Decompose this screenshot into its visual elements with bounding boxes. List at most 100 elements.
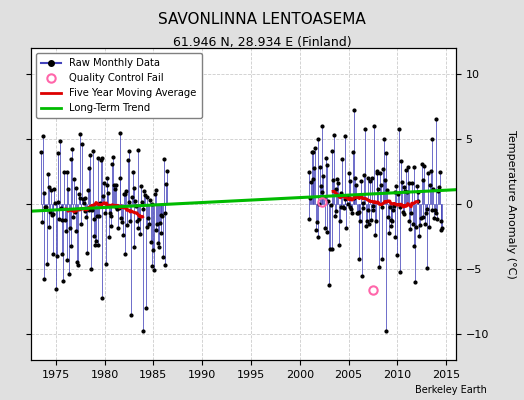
- Point: [381, 150, 390, 156]
- Point: [85, 165, 94, 171]
- Point: [431, 116, 440, 122]
- Point: [355, 256, 364, 262]
- Point: [324, 198, 332, 204]
- Point: [79, 196, 87, 202]
- Point: [130, 244, 138, 250]
- Point: [364, 175, 373, 182]
- Point: [306, 194, 314, 201]
- Text: 61.946 N, 28.934 E (Finland): 61.946 N, 28.934 E (Finland): [173, 36, 351, 49]
- Point: [429, 186, 438, 192]
- Point: [143, 224, 151, 230]
- Point: [389, 206, 397, 213]
- Point: [137, 199, 146, 206]
- Point: [342, 225, 351, 231]
- Point: [109, 154, 117, 160]
- Point: [89, 216, 97, 222]
- Text: Berkeley Earth: Berkeley Earth: [416, 385, 487, 395]
- Point: [82, 214, 90, 220]
- Point: [96, 200, 104, 206]
- Point: [147, 263, 156, 269]
- Point: [106, 223, 115, 229]
- Point: [97, 154, 106, 161]
- Point: [308, 149, 316, 156]
- Point: [52, 285, 60, 292]
- Point: [38, 218, 46, 225]
- Point: [409, 164, 418, 170]
- Point: [354, 209, 363, 215]
- Point: [400, 184, 409, 190]
- Point: [396, 204, 405, 210]
- Point: [134, 147, 143, 153]
- Point: [39, 190, 48, 196]
- Point: [319, 173, 328, 180]
- Point: [367, 175, 376, 181]
- Point: [395, 126, 403, 132]
- Point: [358, 200, 367, 206]
- Point: [338, 156, 346, 162]
- Point: [316, 183, 325, 189]
- Point: [384, 214, 392, 220]
- Point: [131, 198, 139, 204]
- Point: [425, 182, 434, 188]
- Point: [77, 220, 85, 227]
- Point: [332, 186, 341, 192]
- Point: [340, 205, 348, 212]
- Point: [411, 279, 419, 285]
- Point: [93, 213, 101, 220]
- Point: [368, 203, 377, 210]
- Point: [341, 133, 349, 139]
- Point: [304, 216, 313, 222]
- Point: [391, 234, 400, 240]
- Point: [90, 232, 99, 239]
- Point: [361, 126, 369, 133]
- Point: [321, 225, 329, 231]
- Point: [405, 180, 413, 186]
- Point: [403, 188, 411, 195]
- Point: [124, 157, 132, 164]
- Point: [45, 184, 53, 190]
- Point: [48, 212, 56, 218]
- Point: [436, 218, 445, 224]
- Point: [378, 256, 387, 263]
- Point: [330, 132, 338, 138]
- Point: [430, 215, 438, 221]
- Point: [73, 259, 81, 265]
- Point: [388, 218, 396, 224]
- Point: [162, 181, 170, 187]
- Point: [363, 218, 371, 224]
- Point: [115, 205, 123, 212]
- Point: [112, 182, 120, 188]
- Point: [112, 204, 121, 210]
- Point: [141, 305, 150, 311]
- Point: [81, 208, 90, 214]
- Point: [322, 162, 331, 168]
- Point: [68, 146, 77, 152]
- Point: [146, 196, 154, 203]
- Point: [150, 267, 158, 273]
- Point: [86, 151, 94, 158]
- Point: [159, 253, 167, 260]
- Point: [89, 148, 97, 154]
- Point: [318, 189, 326, 195]
- Point: [138, 206, 147, 212]
- Point: [383, 187, 391, 193]
- Point: [433, 215, 442, 222]
- Point: [70, 176, 78, 182]
- Point: [153, 221, 161, 227]
- Y-axis label: Temperature Anomaly (°C): Temperature Anomaly (°C): [506, 130, 516, 278]
- Point: [316, 163, 324, 170]
- Point: [305, 168, 313, 175]
- Point: [71, 209, 79, 216]
- Point: [406, 226, 414, 232]
- Point: [337, 203, 345, 210]
- Point: [114, 225, 122, 232]
- Point: [405, 218, 413, 224]
- Point: [352, 181, 361, 188]
- Point: [121, 191, 129, 197]
- Point: [161, 210, 170, 216]
- Point: [137, 183, 145, 189]
- Point: [425, 224, 433, 230]
- Point: [157, 230, 166, 236]
- Point: [65, 270, 73, 277]
- Point: [74, 262, 82, 268]
